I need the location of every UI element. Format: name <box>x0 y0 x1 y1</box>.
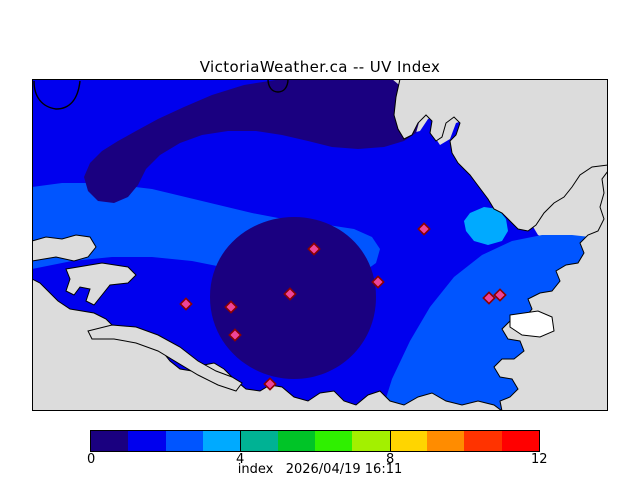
station-marker[interactable] <box>371 275 385 289</box>
colorbar-label-0: 0 <box>87 452 96 467</box>
colorbar-swatch-5-6 <box>277 431 315 451</box>
colorbar-swatch-0-1 <box>91 431 129 451</box>
map-canvas <box>32 79 608 411</box>
colorbar-swatch-6-7 <box>314 431 353 451</box>
landmass-southeast-island <box>509 310 555 338</box>
colorbar-tick-8 <box>390 430 391 452</box>
uv-index-map <box>32 79 608 411</box>
colorbar-swatch-9-10 <box>426 431 465 451</box>
colorbar-label-12: 12 <box>531 452 548 467</box>
station-marker[interactable] <box>263 377 277 391</box>
colorbar-swatch-7-8 <box>352 431 390 451</box>
page-title: VictoriaWeather.ca -- UV Index <box>199 58 441 76</box>
station-marker[interactable] <box>283 287 297 301</box>
station-markers <box>179 222 507 391</box>
colorbar-swatch-10-11 <box>464 431 502 451</box>
colorbar-swatch-4-5 <box>240 431 278 451</box>
land-masses <box>32 79 608 411</box>
station-marker[interactable] <box>307 242 321 256</box>
colorbar-label-4: 4 <box>236 452 245 467</box>
colorbar-caption: index 2026/04/19 16:11 <box>237 462 403 477</box>
coastline-northwest-arc <box>33 80 81 110</box>
landmass-northeast-mainland <box>393 79 608 232</box>
inlet-channel <box>87 324 243 392</box>
uv-region-southern-basin-minimum <box>210 217 376 379</box>
landmass-west-peninsula <box>32 234 97 262</box>
colorbar-tick-4 <box>240 430 241 452</box>
colorbar-swatch-11-12 <box>501 431 539 451</box>
colorbar-swatch-2-3 <box>165 431 203 451</box>
station-marker[interactable] <box>482 291 496 305</box>
colorbar-swatches <box>90 430 540 452</box>
uv-region-northern-inlet-minimum <box>84 79 420 203</box>
landmass-southern-island <box>32 278 503 411</box>
uv-region-east-bay-peak <box>464 207 508 245</box>
colorbar-label-8: 8 <box>386 452 395 467</box>
colorbar-swatch-3-4 <box>202 431 241 451</box>
station-marker[interactable] <box>493 288 507 302</box>
colorbar-swatch-1-2 <box>128 431 166 451</box>
colorbar-legend: 0 4 8 12 <box>87 430 550 467</box>
station-marker[interactable] <box>179 297 193 311</box>
coastline-top-arc <box>267 79 289 93</box>
map-border <box>32 79 608 411</box>
station-marker[interactable] <box>417 222 431 236</box>
landmass-northwest-islets <box>65 262 137 306</box>
colorbar-swatch-8-9 <box>389 431 427 451</box>
station-marker[interactable] <box>224 300 238 314</box>
station-marker[interactable] <box>228 328 242 342</box>
